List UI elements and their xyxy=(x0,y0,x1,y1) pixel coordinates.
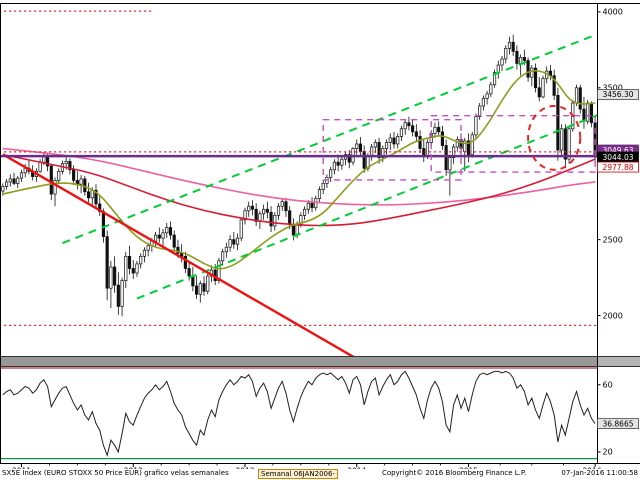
mid-ma-crimson xyxy=(2,153,596,227)
channel-upper xyxy=(62,33,597,245)
year-label: 2016 xyxy=(582,467,601,470)
svg-text:36.8665: 36.8665 xyxy=(602,419,633,428)
downtrend-red xyxy=(2,153,355,356)
moving-averages xyxy=(2,69,596,270)
footer-period-range: Semanal 06JAN2006- xyxy=(258,469,338,479)
channel-lower xyxy=(136,114,597,300)
chart-frame xyxy=(0,3,640,464)
oscillator-value-label xyxy=(597,418,639,430)
footer-copyright: Copyright© 2016 Bloomberg Finance L.P. xyxy=(382,469,527,477)
svg-text:3500: 3500 xyxy=(603,84,623,93)
footer-security-description: SX5E Index (EURO STOXX 50 Price EUR) gra… xyxy=(2,469,229,477)
price-label-red xyxy=(597,161,639,173)
slow-ma-pink xyxy=(2,147,596,206)
candles-layer xyxy=(1,34,597,317)
svg-text:2500: 2500 xyxy=(603,235,623,244)
resistance-lines-above xyxy=(0,151,597,158)
right-price-axis: 4000 3500 2500 2000 60 20 xyxy=(597,8,623,457)
price-chart-canvas[interactable]: 4000 3500 2500 2000 60 20 3456.30 3049.633044.0… xyxy=(0,0,640,469)
lower-panel xyxy=(0,367,598,460)
main-panel xyxy=(0,10,597,356)
svg-text:3044.03: 3044.03 xyxy=(602,153,633,162)
support-lines-below xyxy=(0,10,597,326)
svg-text:2000: 2000 xyxy=(603,311,623,320)
svg-text:60: 60 xyxy=(603,381,613,390)
svg-text:20: 20 xyxy=(603,448,613,457)
trendlines xyxy=(2,33,597,356)
footer-datetime: 07-Jan-2016 11:00:58 xyxy=(561,469,638,477)
year-label: 2015 xyxy=(459,467,478,470)
chart-footer: SX5E Index (EURO STOXX 50 Price EUR) gra… xyxy=(0,469,640,480)
fast-ma-green xyxy=(2,69,596,270)
gray-divider-bar xyxy=(0,356,640,367)
svg-text:2977.88: 2977.88 xyxy=(602,163,633,172)
svg-text:4000: 4000 xyxy=(603,8,623,17)
x-axis: 2011 2012 2013 2014 2015 2016 xyxy=(12,463,602,470)
year-label: 2014 xyxy=(347,467,366,470)
year-label: 2011 xyxy=(12,467,31,470)
svg-text:3456.30: 3456.30 xyxy=(602,90,633,99)
svg-text:3049.63: 3049.63 xyxy=(602,146,633,155)
highlight-ellipse xyxy=(527,105,582,171)
price-label-gray xyxy=(597,89,639,100)
oscillator-line xyxy=(2,370,596,457)
range-boxes xyxy=(322,115,596,181)
year-label: 2012 xyxy=(124,467,143,470)
year-label: 2013 xyxy=(235,467,254,470)
